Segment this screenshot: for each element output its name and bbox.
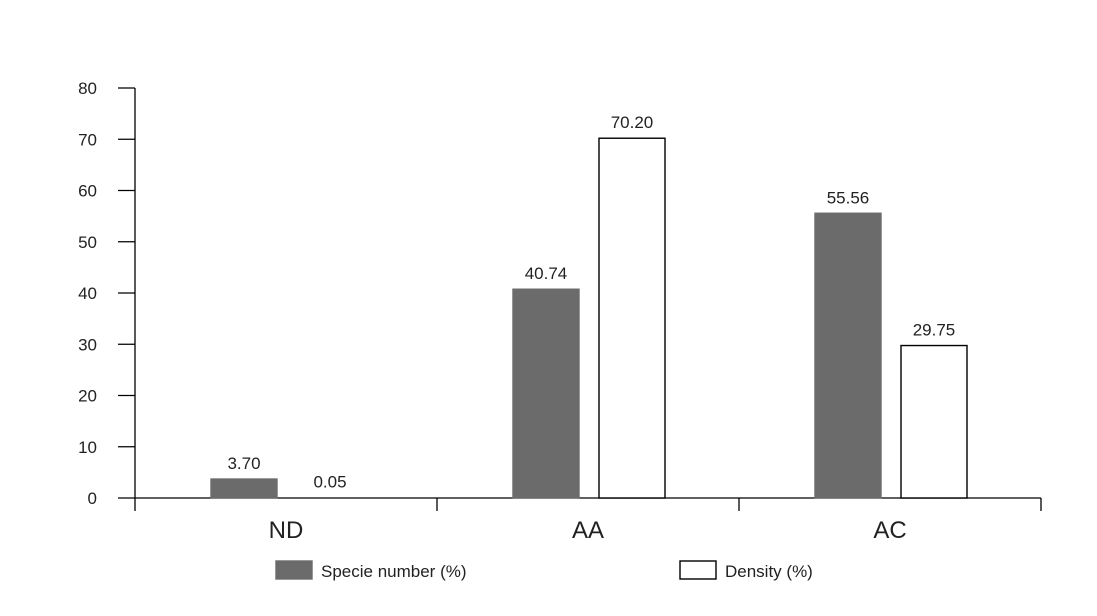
data-labels: 3.70 40.74 55.56 0.05 70.20 29.75 — [227, 113, 955, 492]
legend-label: Specie number (%) — [321, 562, 467, 581]
y-tick-label: 20 — [78, 387, 97, 406]
data-label: 29.75 — [913, 321, 956, 340]
y-tick-label: 0 — [88, 489, 97, 508]
y-tick-label: 70 — [78, 130, 97, 149]
x-category-label: AC — [873, 517, 906, 544]
data-label: 70.20 — [611, 113, 654, 132]
x-category-label: AA — [572, 517, 604, 544]
legend-label: Density (%) — [725, 562, 813, 581]
y-tick-label: 80 — [78, 79, 97, 98]
bars — [210, 137, 968, 499]
y-tick-label: 50 — [78, 233, 97, 252]
bar-specie-number-ac — [814, 212, 882, 499]
data-label: 40.74 — [525, 264, 568, 283]
data-label: 3.70 — [227, 454, 260, 473]
bar-density-ac — [900, 344, 968, 499]
bar-specie-number-nd — [210, 478, 278, 499]
data-label: 0.05 — [313, 473, 346, 492]
y-tick-label: 10 — [78, 438, 97, 457]
y-tick-label: 30 — [78, 335, 97, 354]
data-label: 55.56 — [827, 188, 870, 207]
bar-density-aa — [598, 137, 666, 499]
y-tick-label: 60 — [78, 182, 97, 201]
legend-swatch — [275, 560, 313, 580]
bar-specie-number-aa — [512, 288, 580, 499]
legend-swatch — [679, 560, 717, 580]
y-tick-label: 40 — [78, 284, 97, 303]
x-category-label: ND — [269, 517, 304, 544]
axes: 0 10 20 30 40 50 60 70 80 ND AA AC — [78, 79, 1042, 544]
legend: Specie number (%) Density (%) — [275, 560, 813, 581]
